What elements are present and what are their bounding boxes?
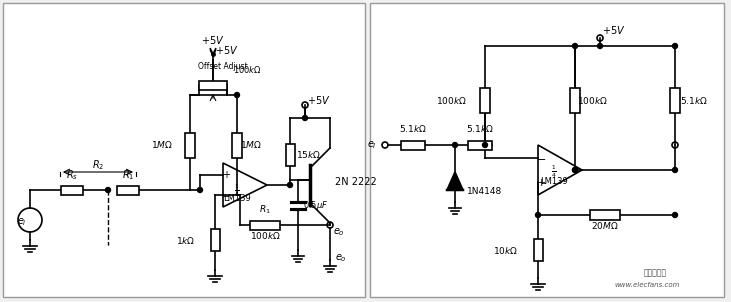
Bar [232,133,242,158]
Text: $e_I$: $e_I$ [367,139,377,151]
Text: $R_2$: $R_2$ [92,158,104,172]
Text: $5.1k\Omega$: $5.1k\Omega$ [466,123,494,134]
Text: $100k\Omega$: $100k\Omega$ [249,230,281,241]
Circle shape [673,213,678,217]
Bar [199,81,227,89]
Circle shape [673,168,678,172]
Text: $+5V$: $+5V$ [201,34,225,46]
Text: $e_o$: $e_o$ [333,226,345,238]
Bar [370,3,724,297]
Circle shape [303,115,308,120]
Bar [286,144,295,166]
Text: $\frac{1}{4}$: $\frac{1}{4}$ [234,182,240,199]
Text: $R_1$: $R_1$ [259,204,271,217]
Text: $1k\Omega$: $1k\Omega$ [175,234,195,246]
Text: 电子发烧友: 电子发烧友 [643,268,667,277]
Bar [534,239,542,261]
Text: $R_1$: $R_1$ [122,168,135,182]
Text: Offset Adjust: Offset Adjust [198,62,248,71]
Circle shape [482,143,488,147]
Circle shape [235,92,240,98]
Text: $\frac{1}{4}$: $\frac{1}{4}$ [551,164,557,180]
Bar [250,220,280,230]
Text: $R_s$: $R_s$ [66,168,78,182]
Text: $+5V$: $+5V$ [215,44,238,56]
Bar [3,3,365,297]
Bar [61,185,83,194]
Text: $1M\Omega$: $1M\Omega$ [151,140,173,150]
Text: $+$: $+$ [536,176,546,188]
Bar [211,229,219,251]
Circle shape [536,213,540,217]
Circle shape [572,168,577,172]
Text: $+5V$: $+5V$ [602,24,626,36]
Text: 1N4148: 1N4148 [467,188,502,197]
Text: LM139: LM139 [540,177,568,186]
Bar [468,140,492,149]
Text: $5.1k\Omega$: $5.1k\Omega$ [399,123,427,134]
Text: $100k\Omega$: $100k\Omega$ [436,95,467,105]
Text: $5.1k\Omega$: $5.1k\Omega$ [680,95,708,105]
Circle shape [197,188,202,192]
Text: 2N 2222: 2N 2222 [335,177,376,187]
Circle shape [452,143,458,147]
Circle shape [105,188,110,192]
Circle shape [572,168,577,172]
Bar [185,133,195,158]
Text: $1M\Omega$: $1M\Omega$ [240,140,262,150]
Bar [590,210,620,220]
Text: $+5V$: $+5V$ [307,94,330,106]
Text: $e_i$: $e_i$ [17,216,27,228]
Bar [570,88,580,113]
Text: +: + [222,170,230,180]
Circle shape [673,43,678,49]
Bar [117,185,139,194]
Text: www.elecfans.com: www.elecfans.com [615,282,680,288]
Polygon shape [447,172,463,190]
Text: $10k\Omega$: $10k\Omega$ [493,245,518,255]
Circle shape [597,43,602,49]
Text: $100k\Omega$: $100k\Omega$ [233,64,262,75]
Text: $15k\Omega$: $15k\Omega$ [296,149,321,160]
Text: $20M\Omega$: $20M\Omega$ [591,220,619,231]
Text: $100k\Omega$: $100k\Omega$ [577,95,608,105]
Text: $0.5\mu F$: $0.5\mu F$ [303,198,328,211]
Text: $-$: $-$ [536,153,546,163]
Bar [401,140,425,149]
Bar [480,88,490,113]
Text: $-$: $-$ [221,190,230,200]
Text: $e_o$: $e_o$ [335,252,346,264]
Circle shape [572,43,577,49]
Circle shape [287,182,292,188]
Bar [670,88,680,113]
Text: LM139: LM139 [223,194,251,203]
